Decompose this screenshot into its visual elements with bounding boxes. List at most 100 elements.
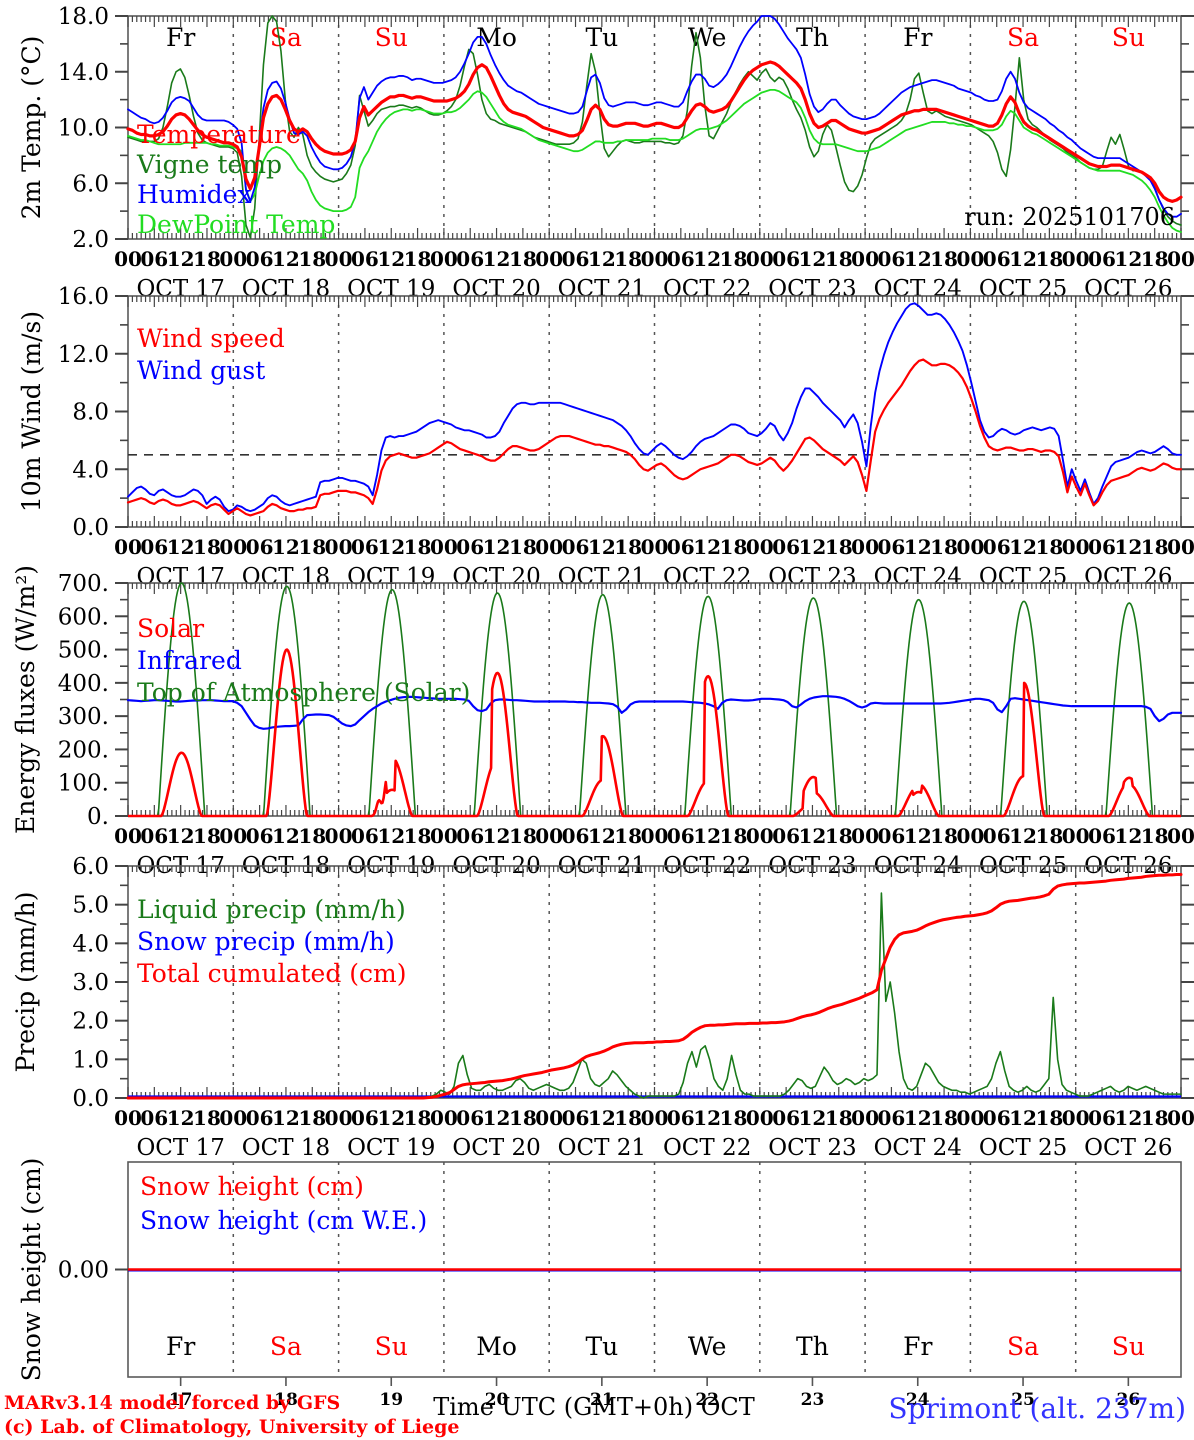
weekday-label: Fr: [903, 23, 932, 52]
hour-tick-label: 12: [904, 247, 932, 271]
hour-tick-label: 12: [1114, 824, 1142, 848]
hour-tick-label: 06: [246, 247, 274, 271]
hour-tick-label: 18: [930, 824, 958, 848]
hour-tick-label: 18: [614, 535, 642, 559]
bottom-day-number: 23: [801, 1390, 825, 1410]
hour-tick-label: 18: [825, 247, 853, 271]
y-tick-label: 16.0: [58, 284, 109, 310]
hour-tick-label: 18: [930, 1106, 958, 1130]
hour-tick-label: 06: [878, 535, 906, 559]
hour-tick-label: 00: [219, 247, 247, 271]
hour-tick-label: 12: [1009, 1106, 1037, 1130]
hour-tick-label: 12: [272, 247, 300, 271]
hour-tick-label: 06: [140, 535, 168, 559]
hour-tick-label: 00: [219, 824, 247, 848]
y-axis-2: [115, 582, 1194, 817]
bottom-day-number: 21: [590, 1390, 614, 1410]
hour-tick-label: 00: [1062, 824, 1090, 848]
y-tick-label: 2.0: [72, 1009, 109, 1035]
hour-tick-label: 00: [1167, 1106, 1194, 1130]
hour-tick-label: 00: [430, 535, 458, 559]
hour-tick-label: 06: [772, 1106, 800, 1130]
hour-tick-label: 18: [193, 535, 221, 559]
legend-entry: Top of Atmosphere (Solar): [137, 678, 470, 707]
hour-tick-label: 12: [483, 824, 511, 848]
y-axis-title: Snow height (cm): [17, 1158, 46, 1382]
hour-tick-label: 12: [799, 824, 827, 848]
weekday-label: Tu: [585, 23, 618, 52]
y-tick-label: 0.0: [72, 1086, 109, 1112]
y-tick-label: 12.0: [58, 342, 109, 368]
hour-tick-label: 00: [641, 1106, 669, 1130]
hour-tick-label: 06: [246, 824, 274, 848]
hour-tick-label: 00: [851, 535, 879, 559]
hour-tick-label: 06: [772, 824, 800, 848]
hour-tick-label: 12: [904, 824, 932, 848]
hour-tick-label: 12: [1114, 247, 1142, 271]
y-tick-label: 0.00: [58, 1258, 109, 1284]
hour-tick-label: 12: [693, 1106, 721, 1130]
hour-tick-label: 06: [878, 824, 906, 848]
hour-tick-label: 12: [693, 535, 721, 559]
hour-tick-label: 00: [114, 535, 142, 559]
date-label: OCT 21: [558, 1135, 646, 1161]
series-temperature: [126, 60, 1183, 203]
hour-tick-label: 06: [667, 247, 695, 271]
date-label: OCT 24: [874, 1135, 962, 1161]
hour-tick-label: 12: [1114, 1106, 1142, 1130]
hour-tick-label: 00: [956, 824, 984, 848]
legend-entry: Solar: [137, 614, 204, 643]
hour-tick-label: 12: [904, 1106, 932, 1130]
date-label: OCT 18: [242, 1135, 330, 1161]
hour-tick-label: 12: [272, 535, 300, 559]
weekday-label: Su: [1112, 23, 1145, 52]
hour-tick-label: 00: [430, 1106, 458, 1130]
hour-tick-label: 06: [1088, 824, 1116, 848]
legend-entry: Snow precip (mm/h): [137, 927, 395, 956]
hour-tick-label: 00: [1062, 535, 1090, 559]
hour-tick-label: 12: [483, 1106, 511, 1130]
bottom-day-number: 24: [906, 1390, 930, 1410]
hour-tick-label: 06: [1088, 535, 1116, 559]
hour-tick-label: 18: [298, 1106, 326, 1130]
hour-tick-label: 00: [746, 1106, 774, 1130]
hour-tick-label: 12: [904, 535, 932, 559]
hour-tick-label: 18: [1141, 1106, 1169, 1130]
hour-tick-label: 12: [799, 247, 827, 271]
hour-tick-label: 18: [193, 247, 221, 271]
weekday-label-bottom: Sa: [1007, 1332, 1039, 1361]
bottom-day-number: 26: [1117, 1390, 1141, 1410]
run-annotation: run: 2025101706: [964, 203, 1175, 231]
hour-tick-label: 00: [114, 247, 142, 271]
y-tick-label: 400.: [58, 671, 109, 697]
weekday-label: Th: [796, 23, 829, 52]
hour-tick-label: 06: [246, 535, 274, 559]
y-tick-label: 700.: [58, 571, 109, 597]
station-title: Sprimont (alt. 237m): [888, 1392, 1186, 1425]
hour-tick-label: 00: [114, 824, 142, 848]
y-tick-label: 1.0: [72, 1047, 109, 1073]
time-axis-label: Time UTC (GMT+0h) OCT: [433, 1393, 755, 1421]
weekday-label-bottom: Th: [796, 1332, 829, 1361]
weekday-label-bottom: Mo: [476, 1332, 517, 1361]
hour-tick-label: 18: [298, 247, 326, 271]
hour-tick-label: 18: [298, 824, 326, 848]
hour-tick-label: 00: [746, 824, 774, 848]
legend-entry: Infrared: [137, 646, 242, 675]
series-humidex: [127, 15, 1182, 218]
series-total-cumulated: [126, 873, 1183, 1100]
hour-tick-label: 18: [404, 824, 432, 848]
hour-tick-label: 00: [325, 824, 353, 848]
hour-tick-label: 18: [298, 535, 326, 559]
hour-tick-label: 18: [720, 1106, 748, 1130]
hour-tick-label: 18: [720, 824, 748, 848]
hour-tick-label: 18: [720, 247, 748, 271]
hour-tick-label: 00: [956, 247, 984, 271]
hour-tick-label: 06: [351, 824, 379, 848]
hour-tick-label: 06: [667, 824, 695, 848]
hour-tick-label: 18: [825, 1106, 853, 1130]
date-label: OCT 23: [768, 1135, 856, 1161]
hour-tick-label: 18: [930, 247, 958, 271]
hour-tick-label: 06: [667, 535, 695, 559]
y-tick-label: 2.0: [72, 227, 109, 253]
